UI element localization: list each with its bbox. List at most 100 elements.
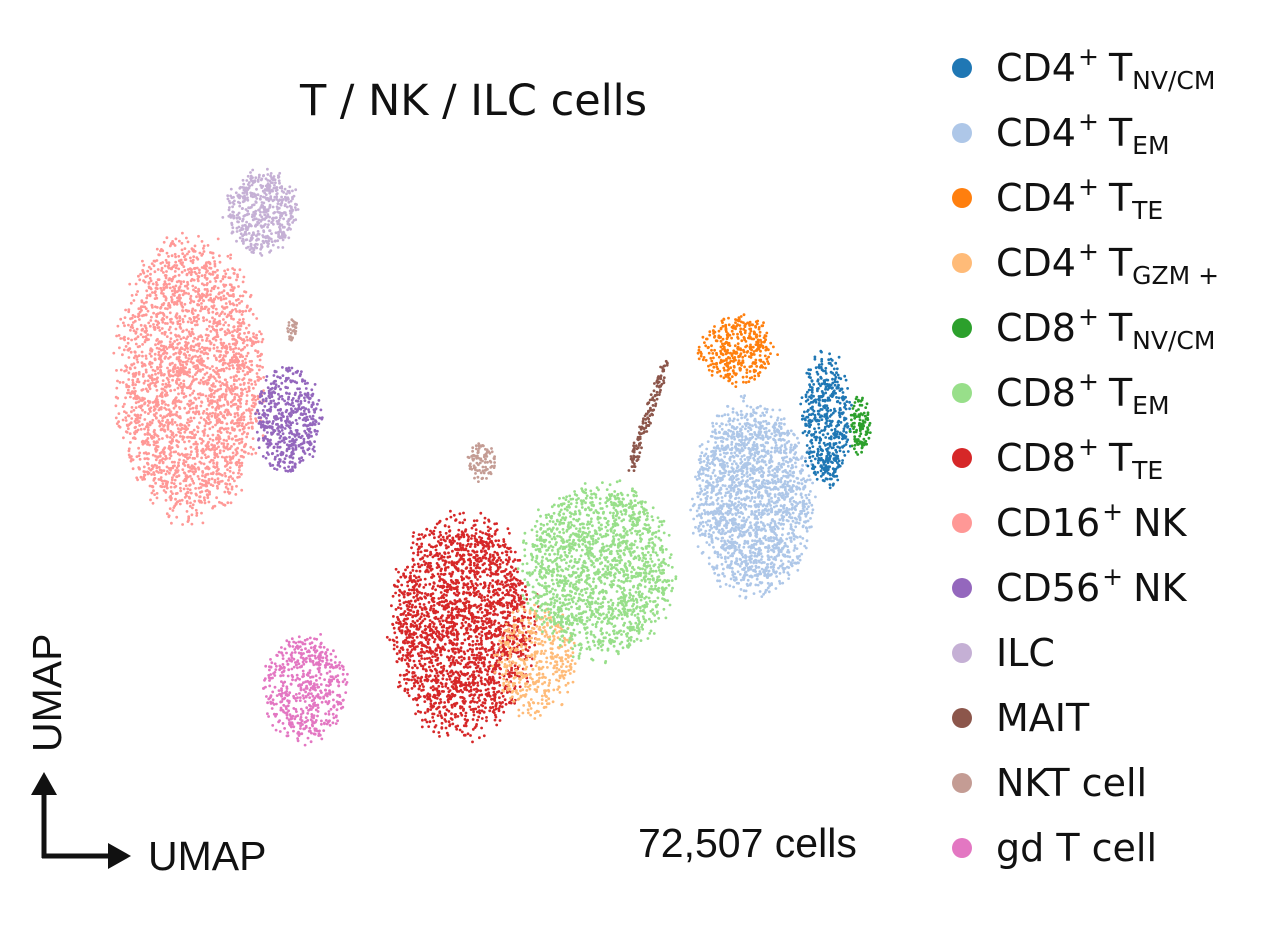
scatter-point xyxy=(153,428,156,432)
scatter-point xyxy=(218,380,221,384)
scatter-point xyxy=(251,192,255,196)
scatter-point xyxy=(209,342,213,346)
scatter-point xyxy=(132,386,136,390)
scatter-point xyxy=(273,195,277,199)
scatter-point xyxy=(193,462,197,466)
scatter-point xyxy=(288,392,291,396)
scatter-point xyxy=(286,222,290,226)
scatter-point xyxy=(452,679,456,683)
scatter-point xyxy=(279,203,283,207)
scatter-point xyxy=(287,200,291,204)
scatter-point xyxy=(154,319,158,323)
scatter-point xyxy=(249,171,252,174)
scatter-point xyxy=(274,379,277,383)
scatter-point xyxy=(407,694,411,698)
scatter-points xyxy=(112,167,872,747)
scatter-point xyxy=(152,409,156,412)
scatter-point xyxy=(262,225,265,228)
scatter-point xyxy=(123,335,126,339)
scatter-point xyxy=(119,317,123,321)
scatter-point xyxy=(218,398,222,402)
scatter-point xyxy=(165,512,169,516)
scatter-point xyxy=(181,435,185,439)
scatter-point xyxy=(180,270,184,274)
scatter-point xyxy=(269,172,273,175)
scatter-point xyxy=(483,620,487,623)
scatter-point xyxy=(204,295,208,299)
scatter-point xyxy=(211,505,215,509)
scatter-point xyxy=(273,184,276,187)
scatter-point xyxy=(194,354,197,358)
scatter-point xyxy=(171,378,175,382)
scatter-point xyxy=(225,347,229,351)
scatter-point xyxy=(154,454,157,458)
scatter-point xyxy=(149,272,152,276)
scatter-point xyxy=(243,331,246,335)
scatter-point xyxy=(176,377,179,381)
scatter-point xyxy=(183,314,187,318)
scatter-point xyxy=(228,364,231,368)
scatter-point xyxy=(204,419,208,423)
scatter-point xyxy=(271,422,274,425)
scatter-point xyxy=(160,269,163,272)
scatter-point xyxy=(165,286,169,289)
scatter-point xyxy=(288,440,292,443)
scatter-point xyxy=(293,464,297,468)
scatter-point xyxy=(147,265,151,269)
scatter-point xyxy=(493,464,496,468)
scatter-point xyxy=(189,256,192,260)
scatter-point xyxy=(429,633,433,637)
scatter-point xyxy=(209,272,213,276)
scatter-point xyxy=(196,425,199,429)
scatter-point xyxy=(236,411,239,415)
scatter-point xyxy=(154,447,158,450)
scatter-point xyxy=(186,520,190,523)
scatter-point xyxy=(228,206,231,209)
scatter-point xyxy=(206,381,210,385)
scatter-point xyxy=(144,313,148,317)
scatter-point xyxy=(173,274,177,278)
scatter-point xyxy=(166,378,170,381)
scatter-point xyxy=(202,319,206,323)
scatter-point xyxy=(275,198,279,201)
scatter-point xyxy=(234,402,238,406)
scatter-point xyxy=(123,410,126,413)
scatter-point xyxy=(222,403,226,407)
scatter-point xyxy=(226,490,230,494)
scatter-point xyxy=(234,307,237,311)
scatter-point xyxy=(213,318,217,321)
scatter-point xyxy=(293,206,297,209)
scatter-point xyxy=(281,414,285,417)
scatter-point xyxy=(406,688,410,692)
scatter-point xyxy=(244,290,248,294)
scatter-point xyxy=(274,181,277,185)
scatter-point xyxy=(306,393,310,397)
scatter-point xyxy=(288,185,292,189)
scatter-point xyxy=(257,422,261,425)
scatter-point xyxy=(294,202,297,206)
scatter-point xyxy=(237,377,241,381)
scatter-point xyxy=(228,367,231,371)
scatter-point xyxy=(268,183,271,187)
scatter-point xyxy=(123,324,126,328)
scatter-point xyxy=(443,642,447,646)
scatter-point xyxy=(223,285,226,288)
scatter-point xyxy=(277,392,280,396)
scatter-point xyxy=(259,219,263,223)
scatter-point xyxy=(271,217,274,221)
scatter-point xyxy=(231,205,235,209)
scatter-point xyxy=(236,421,240,425)
scatter-point xyxy=(238,466,241,469)
scatter-point xyxy=(271,205,275,209)
scatter-point xyxy=(475,701,479,704)
scatter-point xyxy=(141,375,145,378)
scatter-point xyxy=(234,493,238,496)
scatter-point xyxy=(269,382,273,386)
scatter-point xyxy=(156,268,160,271)
scatter-point xyxy=(184,447,188,451)
scatter-point xyxy=(135,455,139,458)
scatter-point xyxy=(134,417,138,421)
scatter-point xyxy=(157,321,161,325)
scatter-point xyxy=(288,426,292,430)
scatter-point xyxy=(231,419,234,423)
